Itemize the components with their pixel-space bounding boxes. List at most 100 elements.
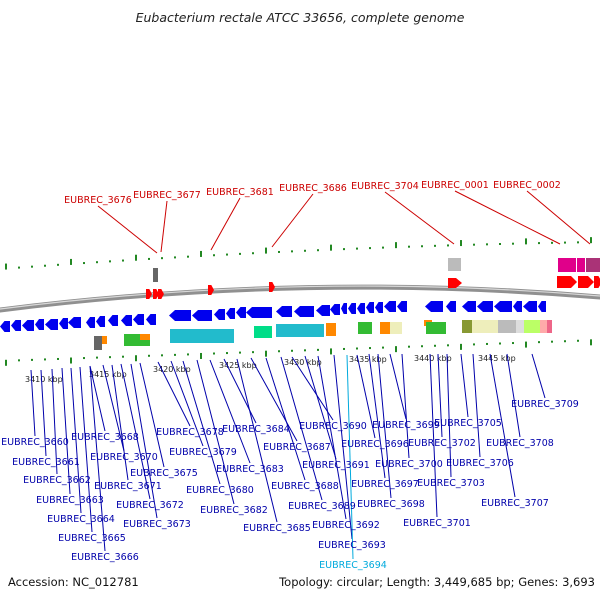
gene-label-eubrec-3688[interactable]: EUBREC_3688 xyxy=(271,481,339,492)
gene-label-eubrec-3686[interactable]: EUBREC_3686 xyxy=(279,183,347,194)
gene-label-eubrec-3676[interactable]: EUBREC_3676 xyxy=(64,195,132,206)
gene-label-eubrec-3705[interactable]: EUBREC_3705 xyxy=(434,418,502,429)
gene-label-eubrec-3679[interactable]: EUBREC_3679 xyxy=(169,447,237,458)
leader-eubrec-3697 xyxy=(368,353,386,479)
forward-gene-arrow xyxy=(578,276,594,288)
forward-gene-arrow xyxy=(158,289,164,299)
gene-label-eubrec-3699[interactable]: EUBREC_3699 xyxy=(372,420,440,431)
gene-label-eubrec-3689[interactable]: EUBREC_3689 xyxy=(288,501,356,512)
gene-label-eubrec-3678[interactable]: EUBREC_3678 xyxy=(156,427,224,438)
gene-label-eubrec-3677[interactable]: EUBREC_3677 xyxy=(133,190,201,201)
leader-eubrec-3696 xyxy=(356,354,376,439)
gene-label-eubrec-3694[interactable]: EUBREC_3694 xyxy=(319,560,387,571)
gene-features xyxy=(0,258,600,350)
gene-label-eubrec-0002[interactable]: EUBREC_0002 xyxy=(493,180,561,191)
leader-eubrec-0002 xyxy=(526,190,591,245)
reverse-gene-arrow xyxy=(513,301,522,312)
genome-backbone-highlight xyxy=(0,285,600,310)
gene-label-eubrec-3662[interactable]: EUBREC_3662 xyxy=(23,475,91,486)
gene-label-eubrec-3661[interactable]: EUBREC_3661 xyxy=(12,457,80,468)
annotation-box xyxy=(540,320,548,333)
annotation-box xyxy=(448,258,461,271)
leader-eubrec-3682 xyxy=(196,359,235,505)
gene-label-eubrec-3663[interactable]: EUBREC_3663 xyxy=(36,495,104,506)
gene-label-eubrec-3682[interactable]: EUBREC_3682 xyxy=(200,505,268,516)
gene-label-eubrec-3704[interactable]: EUBREC_3704 xyxy=(351,181,419,192)
reverse-gene-arrow xyxy=(35,319,44,330)
leader-eubrec-3685 xyxy=(236,358,278,523)
reverse-gene-arrow xyxy=(0,321,10,332)
gene-label-eubrec-3680[interactable]: EUBREC_3680 xyxy=(186,485,254,496)
tick-marks xyxy=(5,237,592,366)
gene-label-eubrec-3698[interactable]: EUBREC_3698 xyxy=(357,499,425,510)
kbp-label: 3415 kbp xyxy=(89,370,127,379)
leader-eubrec-3680 xyxy=(182,360,221,485)
leader-eubrec-3678 xyxy=(157,361,191,427)
reverse-gene-arrow xyxy=(330,304,340,315)
annotation-box xyxy=(380,322,390,334)
kbp-scale: 3410 kbp 3415 kbp 3420 kbp 3425 kbp 3430 kbp… xyxy=(25,354,516,384)
reverse-gene-arrow xyxy=(462,301,476,312)
gene-label-eubrec-3691[interactable]: EUBREC_3691 xyxy=(302,460,370,471)
gene-label-eubrec-3675[interactable]: EUBREC_3675 xyxy=(130,468,198,479)
gene-label-eubrec-3664[interactable]: EUBREC_3664 xyxy=(47,514,115,525)
annotation-box xyxy=(358,322,372,334)
leader-eubrec-3684 xyxy=(223,358,257,424)
leader-eubrec-3662 xyxy=(51,368,58,475)
kbp-label: 3435 kbp xyxy=(349,355,387,364)
gene-label-eubrec-3693[interactable]: EUBREC_3693 xyxy=(318,540,386,551)
reverse-gene-arrow xyxy=(523,301,537,312)
gene-label-eubrec-3673[interactable]: EUBREC_3673 xyxy=(123,519,191,530)
gene-label-eubrec-3660[interactable]: EUBREC_3660 xyxy=(1,437,69,448)
leader-eubrec-3679 xyxy=(170,360,204,447)
gene-label-eubrec-3671[interactable]: EUBREC_3671 xyxy=(94,481,162,492)
label-leaders xyxy=(30,190,591,560)
leader-eubrec-3666 xyxy=(89,365,106,552)
reverse-gene-arrow xyxy=(276,306,292,317)
reverse-gene-arrow xyxy=(108,315,118,326)
leader-eubrec-0001 xyxy=(454,190,561,245)
annotation-box xyxy=(102,336,107,344)
gene-label-eubrec-3709[interactable]: EUBREC_3709 xyxy=(511,399,579,410)
leader-eubrec-3672 xyxy=(120,363,151,500)
gene-label-eubrec-3703[interactable]: EUBREC_3703 xyxy=(417,478,485,489)
gene-label-eubrec-3700[interactable]: EUBREC_3700 xyxy=(375,459,443,470)
gene-label-eubrec-3706[interactable]: EUBREC_3706 xyxy=(446,458,514,469)
gene-label-eubrec-3690[interactable]: EUBREC_3690 xyxy=(299,421,367,432)
gene-label-eubrec-3687[interactable]: EUBREC_3687 xyxy=(263,442,331,453)
gene-label-eubrec-3672[interactable]: EUBREC_3672 xyxy=(116,500,184,511)
gene-label-eubrec-3683[interactable]: EUBREC_3683 xyxy=(216,464,284,475)
gene-label-eubrec-3707[interactable]: EUBREC_3707 xyxy=(481,498,549,509)
leader-eubrec-3693 xyxy=(333,354,353,540)
reverse-gene-arrow xyxy=(425,301,443,312)
gene-label-eubrec-3692[interactable]: EUBREC_3692 xyxy=(312,520,380,531)
gene-labels: EUBREC_3676 EUBREC_3677 EUBREC_3681 EUBREC_… xyxy=(1,180,579,571)
reverse-gene-arrow xyxy=(133,314,144,325)
reverse-gene-arrow xyxy=(236,307,246,318)
gene-label-eubrec-3697[interactable]: EUBREC_3697 xyxy=(351,479,419,490)
gene-label-eubrec-3666[interactable]: EUBREC_3666 xyxy=(71,552,139,563)
gene-label-eubrec-3701[interactable]: EUBREC_3701 xyxy=(403,518,471,529)
accession-text: Accession: NC_012781 xyxy=(8,575,139,589)
gene-label-eubrec-3684[interactable]: EUBREC_3684 xyxy=(222,424,290,435)
gene-label-eubrec-3708[interactable]: EUBREC_3708 xyxy=(486,438,554,449)
gene-label-eubrec-3702[interactable]: EUBREC_3702 xyxy=(408,438,476,449)
gene-label-eubrec-3681[interactable]: EUBREC_3681 xyxy=(206,187,274,198)
gene-label-eubrec-3670[interactable]: EUBREC_3670 xyxy=(90,452,158,463)
gene-label-eubrec-3685[interactable]: EUBREC_3685 xyxy=(243,523,311,534)
gene-label-eubrec-0001[interactable]: EUBREC_0001 xyxy=(421,180,489,191)
reverse-gene-arrow xyxy=(397,301,407,312)
reverse-gene-arrow xyxy=(96,316,105,327)
gene-label-eubrec-3696[interactable]: EUBREC_3696 xyxy=(341,439,409,450)
leader-eubrec-3671 xyxy=(111,364,129,481)
gene-label-eubrec-3665[interactable]: EUBREC_3665 xyxy=(58,533,126,544)
annotation-box xyxy=(326,323,336,336)
leader-eubrec-3663 xyxy=(61,367,71,495)
reverse-gene-arrow xyxy=(348,303,356,314)
kbp-label: 3420 kbp xyxy=(153,365,191,374)
gene-label-eubrec-3668[interactable]: EUBREC_3668 xyxy=(71,432,139,443)
leader-eubrec-3700 xyxy=(401,353,410,459)
reverse-gene-arrow xyxy=(294,306,314,317)
leader-eubrec-3677 xyxy=(160,200,168,253)
